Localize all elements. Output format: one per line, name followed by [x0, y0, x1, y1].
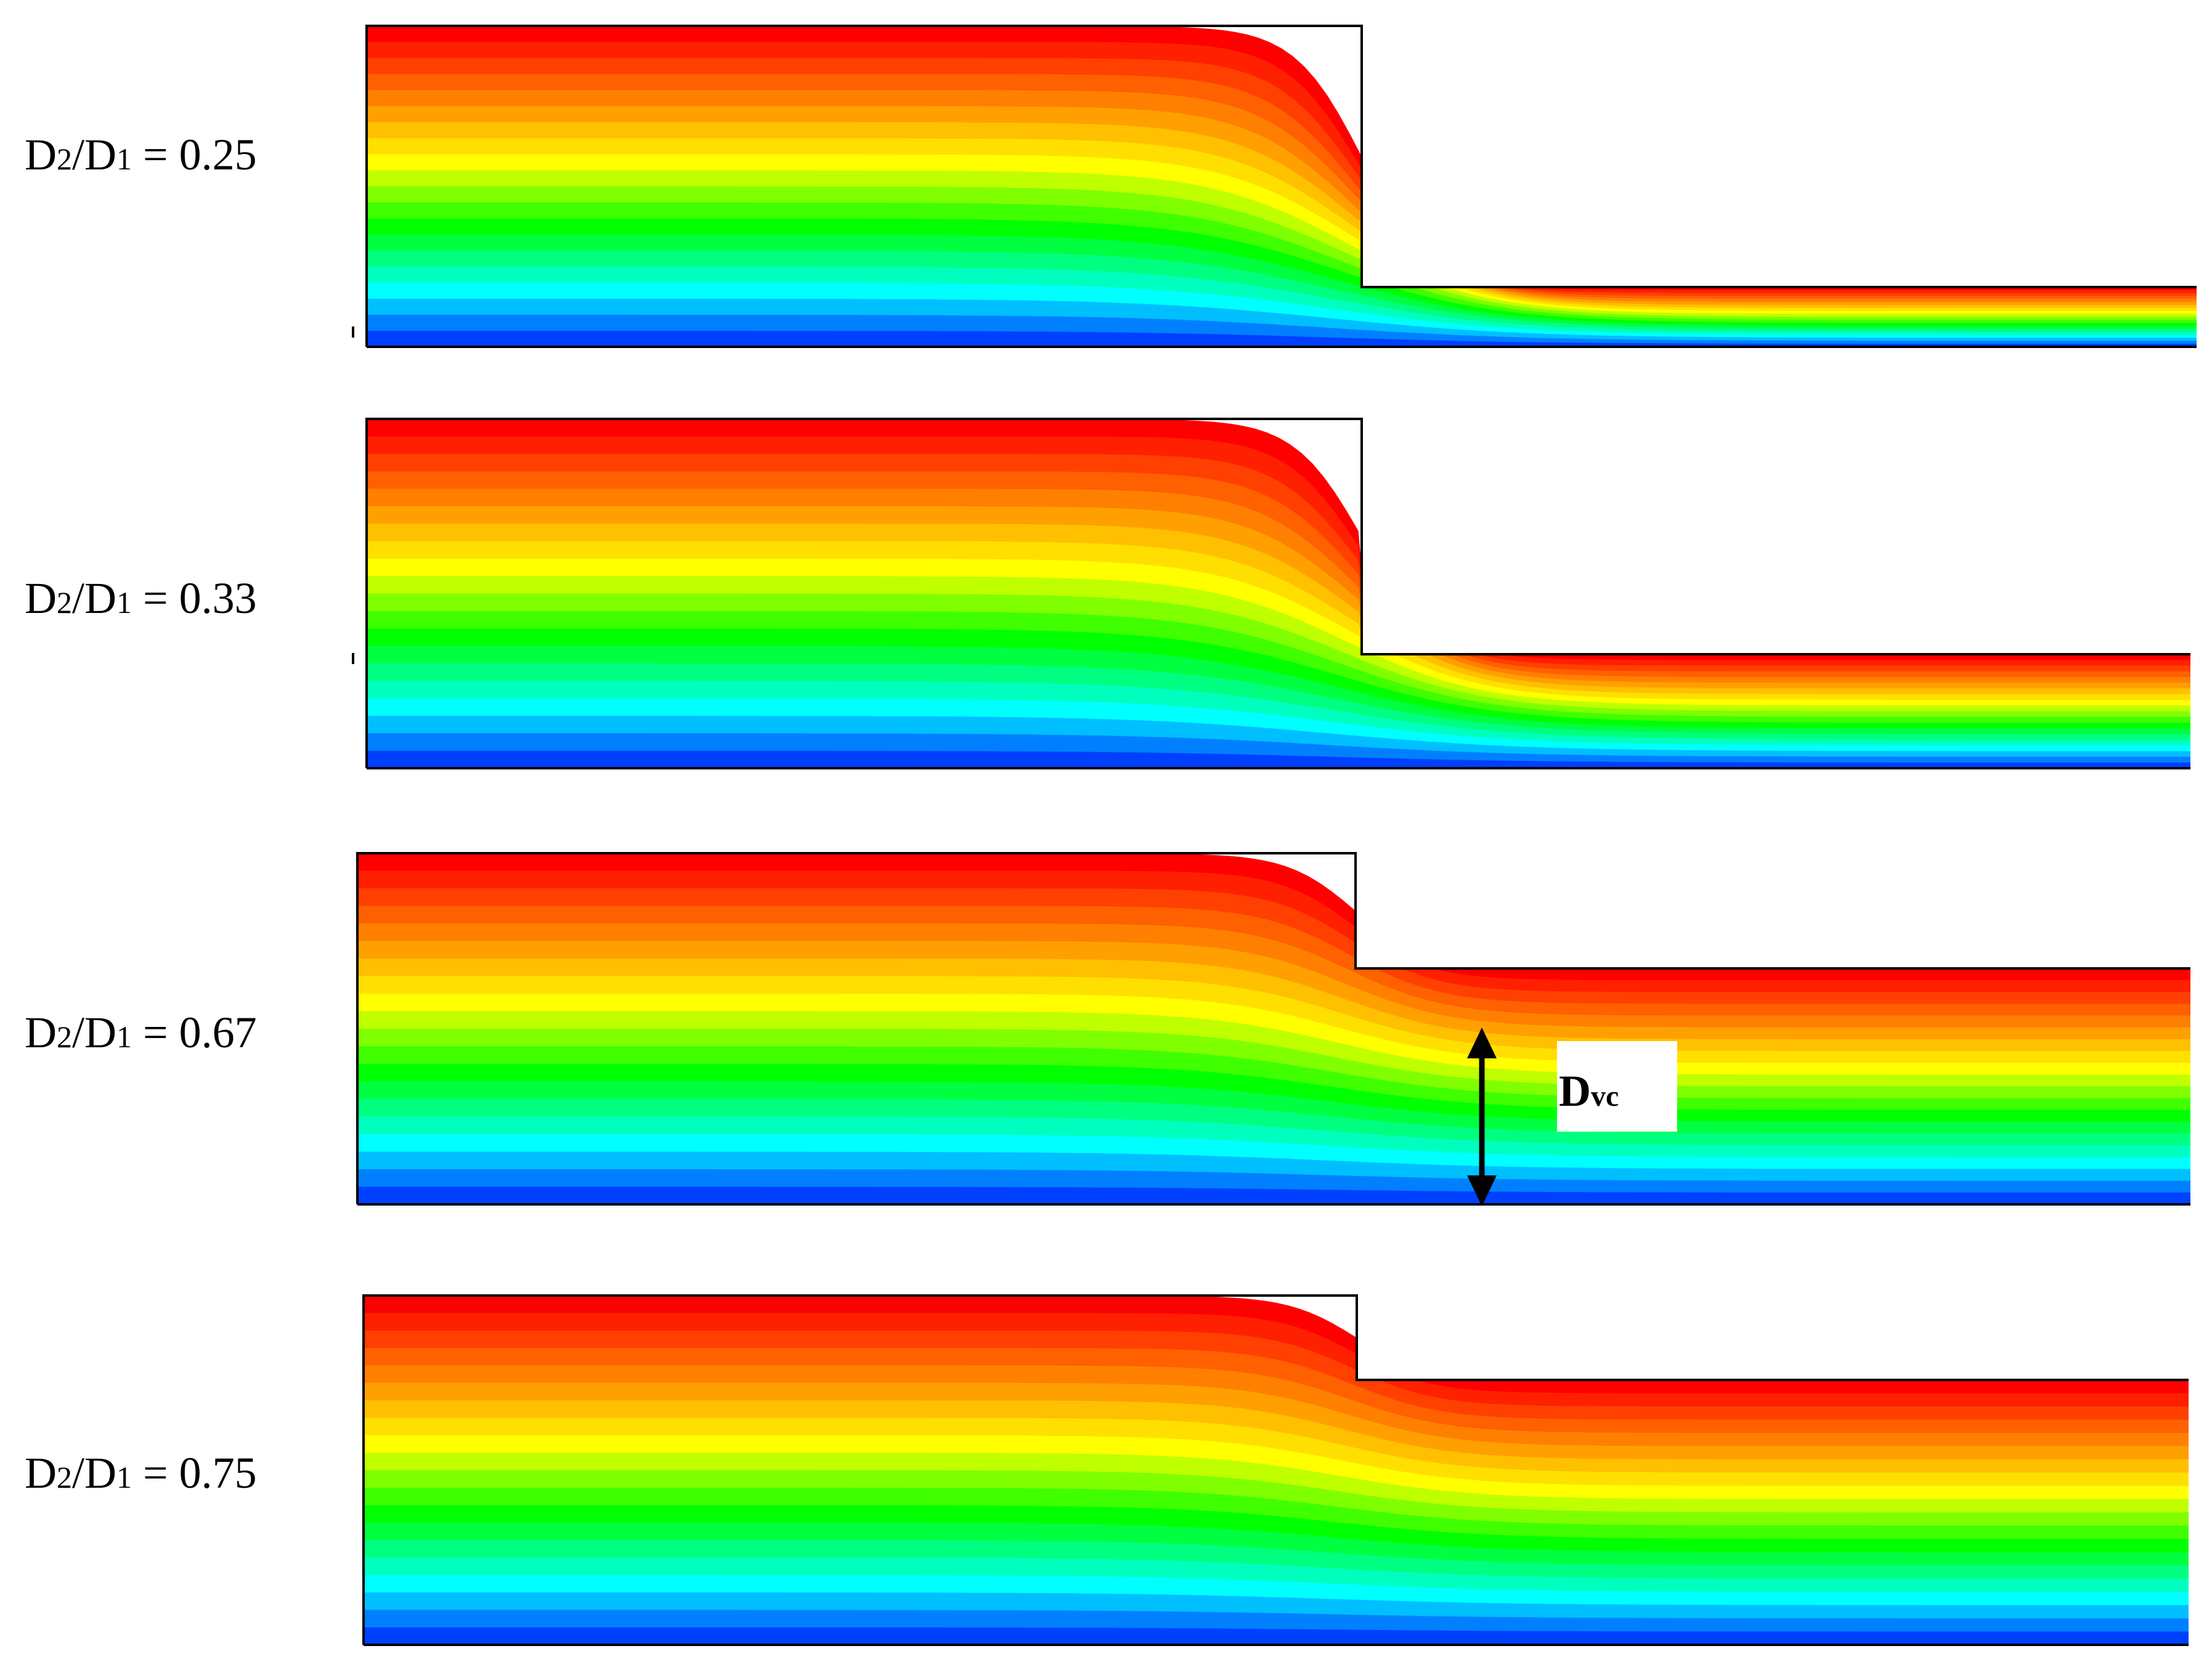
outside-region	[1362, 23, 2212, 287]
panel-2: D2/D1 = 0.33	[25, 416, 2212, 769]
pipe-wall	[365, 418, 2190, 769]
pipe-wall	[362, 1294, 2189, 1646]
dvc-label-box	[1557, 1041, 1677, 1132]
panel-1: D2/D1 = 0.25	[25, 23, 2212, 348]
outside-region	[1362, 416, 2212, 654]
dvc-label: Dvc	[1559, 1066, 1619, 1116]
ratio-label: D2/D1 = 0.75	[25, 1448, 257, 1498]
contour-band	[367, 750, 2190, 768]
contour-band	[357, 1186, 2190, 1204]
arrow-head	[1467, 1175, 1497, 1206]
outside-region	[1357, 1292, 2212, 1380]
panel-3: D2/D1 = 0.67 Dvc	[25, 850, 2212, 1206]
pipe-wall	[356, 852, 2190, 1206]
ratio-label: D2/D1 = 0.67	[25, 1008, 257, 1057]
outside-region	[1356, 850, 2212, 968]
arrow-head	[1467, 1028, 1497, 1058]
ratio-label: D2/D1 = 0.25	[25, 130, 257, 179]
contour-band	[367, 331, 2197, 347]
pipe-wall	[365, 25, 2197, 348]
panel-4: D2/D1 = 0.75	[25, 1292, 2212, 1646]
contour-band	[364, 1627, 2189, 1645]
ratio-label: D2/D1 = 0.33	[25, 574, 257, 623]
